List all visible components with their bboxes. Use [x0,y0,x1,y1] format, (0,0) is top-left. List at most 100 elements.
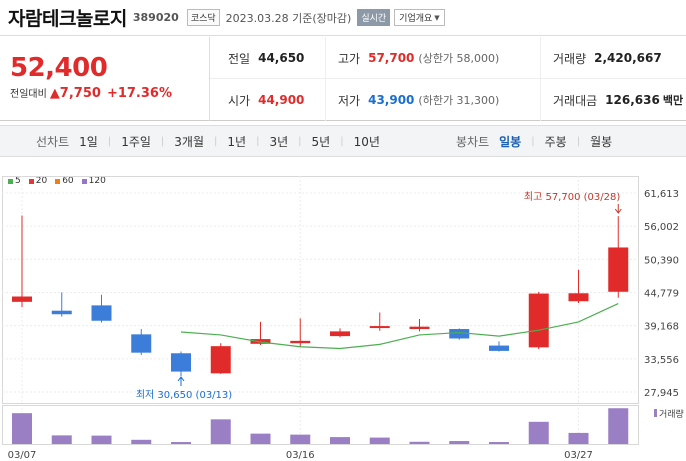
legend-swatch [8,178,13,184]
tab-separator: | [298,135,302,147]
tab-separator: | [256,135,260,147]
stock-header: 자람테크놀로지 389020 코스닥 2023.03.28 기준(장마감) 실시… [0,0,686,36]
tab-line-3[interactable]: 1년 [227,134,247,149]
volume-bar[interactable] [171,442,191,444]
line-chart-label: 선차트 [36,134,70,149]
legend-item-ma120[interactable]: 120 [81,176,106,186]
tab-line-1[interactable]: 1주일 [121,134,151,149]
legend-label: 60 [62,176,74,186]
change-row: 전일대비 ▲7,750 +17.36% [10,85,209,101]
tab-candle-1[interactable]: 주봉 [544,134,567,149]
stat-amount: 거래대금 126,636 백만 [540,79,686,121]
x-tick-label: 03/27 [564,450,593,461]
tab-candle-2[interactable]: 월봉 [590,134,613,149]
y-tick-label: 27,945 [644,388,679,399]
stock-name: 자람테크놀로지 [8,8,127,30]
stat-value: 43,900 [368,93,415,107]
company-overview-label: 기업개요 [399,14,433,24]
y-tick-label: 44,779 [644,289,679,300]
stat-label: 저가 [338,93,361,108]
current-price-box: 52,400 전일대비 ▲7,750 +17.36% [0,37,210,121]
x-tick-label: 03/07 [8,450,37,461]
tab-separator: | [160,135,165,147]
tab-line-0[interactable]: 1일 [79,134,98,149]
candlestick-chart: 61,613 56,002 50,390 44,779 39,168 33,556 27,9… [2,176,684,461]
stat-label: 거래대금 [553,93,598,108]
legend-item-ma20[interactable]: 20 [28,176,48,186]
stat-low: 저가 43,900 (하한가 31,300) [325,79,540,121]
volume-bar[interactable] [131,439,152,444]
company-overview-button[interactable]: 기업개요 ▼ [394,9,445,26]
stat-label: 시가 [228,93,251,108]
stat-label: 거래량 [553,51,587,66]
candle-body[interactable] [290,340,311,344]
stat-grid: 전일 44,650 고가 57,700 (상한가 58,000) 거래량 2,4… [210,37,686,121]
volume-bar[interactable] [210,419,231,444]
realtime-button[interactable]: 실시간 [357,9,391,26]
volume-bar[interactable] [568,432,589,444]
period-tabbar: 선차트 1일 | 1주일 | 3개월 | 1년 | 3년 | 5년 | 10년 봉차트 일봉 | 주봉 | 월봉 [0,125,686,157]
stat-value: 44,900 [258,93,305,107]
volume-bar[interactable] [409,441,430,444]
market-badge: 코스닥 [186,9,220,26]
candle-body[interactable] [489,345,509,351]
candle-body[interactable] [131,334,152,353]
volume-bar[interactable] [489,442,509,444]
date-text: 2023.03.28 기준(장마감) [225,11,352,25]
tab-line-5[interactable]: 5년 [311,134,331,149]
candle-body[interactable] [528,293,549,348]
candle-body[interactable] [568,293,589,302]
volume-bar[interactable] [290,434,311,444]
y-tick-label: 56,002 [644,222,679,233]
candle-body[interactable] [51,310,72,315]
volume-bar[interactable] [528,421,549,444]
legend-item-ma5[interactable]: 5 [8,176,21,186]
stat-prev: 전일 44,650 [210,37,325,79]
ma5-line [180,303,619,350]
legend-label: 120 [88,176,106,186]
candle-body[interactable] [369,326,390,329]
candle-chart-tabs: 봉차트 일봉 | 주봉 | 월봉 [456,133,622,150]
arrow-down-icon [614,208,622,214]
volume-bar[interactable] [608,408,629,444]
volume-bar[interactable] [250,433,271,444]
change-value: ▲7,750 [49,86,101,101]
change-percent: +17.36% [106,86,172,101]
volume-bar[interactable] [369,437,390,444]
chevron-down-icon: ▼ [434,13,440,22]
tab-line-4[interactable]: 3년 [269,134,289,149]
tab-separator: | [531,135,535,147]
stat-sub: (하한가 31,300) [418,94,500,107]
candle-body[interactable] [330,331,350,337]
legend-swatch [81,178,87,184]
legend-item-ma60[interactable]: 60 [55,176,74,186]
candle-body[interactable] [210,346,231,374]
y-tick-label: 39,168 [644,322,679,333]
legend-label: 5 [15,176,21,186]
stock-code: 389020 [132,11,179,24]
legend-swatch [28,178,34,184]
legend-label: 20 [35,176,48,186]
volume-bar[interactable] [51,435,72,444]
tab-line-2[interactable]: 3개월 [174,134,204,149]
candle-body[interactable] [171,353,191,372]
change-label: 전일대비 [10,89,47,100]
tab-line-6[interactable]: 10년 [353,134,380,149]
candle-body[interactable] [409,326,430,330]
candle-body[interactable] [449,329,470,339]
volume-bar[interactable] [91,435,112,444]
volume-bar[interactable] [449,441,470,444]
y-tick-label: 33,556 [644,355,679,366]
candle-body[interactable] [608,247,629,292]
line-chart-tabs: 선차트 1일 | 1주일 | 3개월 | 1년 | 3년 | 5년 | 10년 [0,133,390,150]
stat-value: 2,420,667 [594,51,662,65]
volume-bar[interactable] [330,437,350,444]
tab-candle-0[interactable]: 일봉 [499,134,522,149]
volume-bar[interactable] [12,413,32,444]
candle-body[interactable] [91,305,112,321]
candle-body[interactable] [12,296,32,302]
stat-sub: (상한가 58,000) [418,52,500,65]
max-price-annotation: 최고 57,700 (03/28) [524,191,620,203]
min-price-annotation: 최저 30,650 (03/13) [136,389,232,401]
volume-plot-frame [2,405,639,445]
